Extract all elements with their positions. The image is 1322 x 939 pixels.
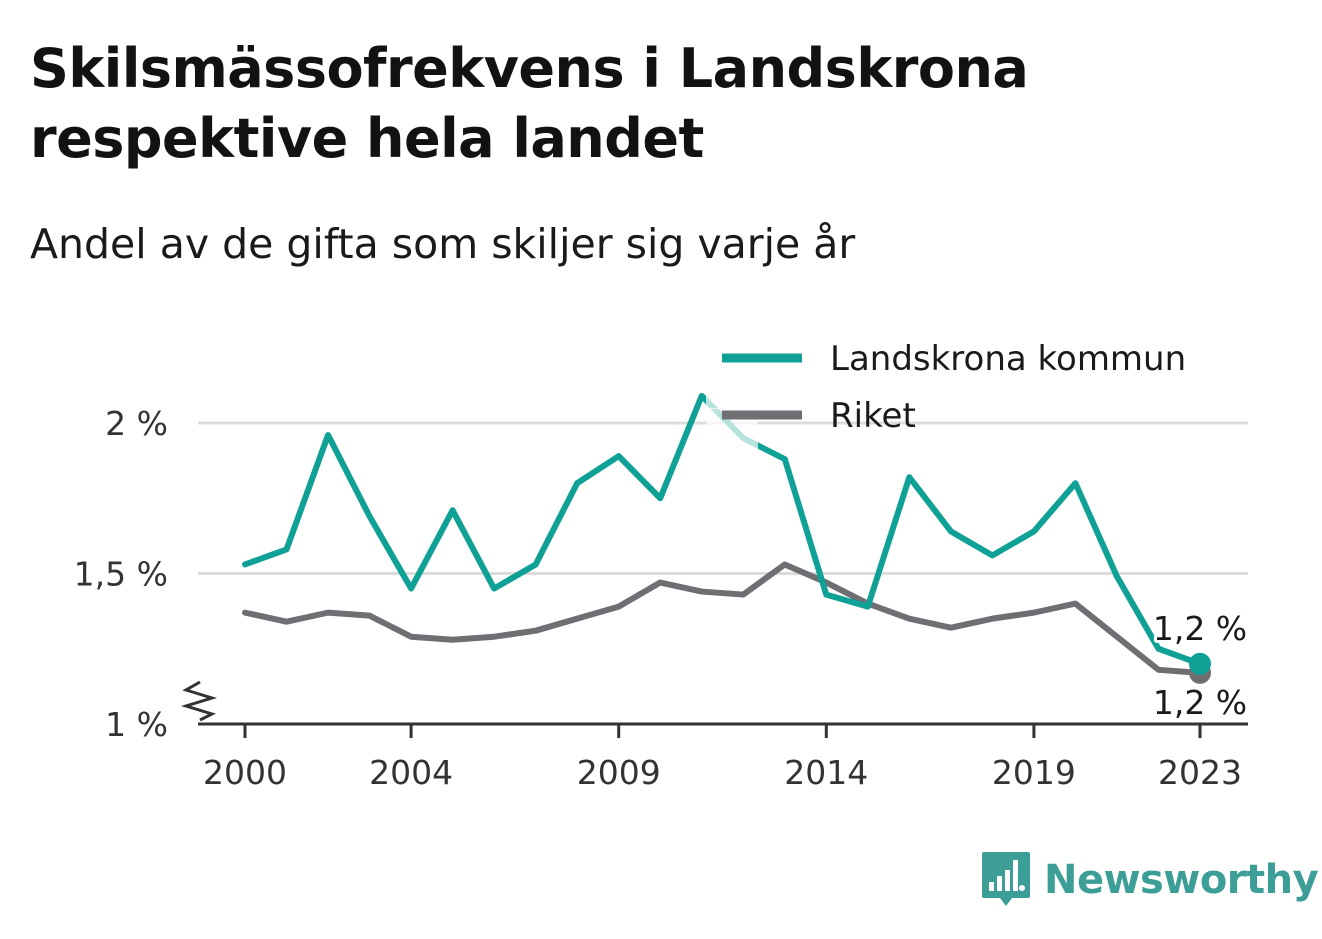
data-point [782, 561, 788, 567]
data-point [491, 634, 497, 640]
brand-name: Newsworthy [1044, 857, 1319, 903]
data-point [865, 604, 871, 610]
data-point [657, 495, 663, 501]
data-point [948, 625, 954, 631]
data-point [367, 613, 373, 619]
data-point [906, 616, 912, 622]
data-point [533, 628, 539, 634]
data-point [699, 393, 705, 399]
data-point [408, 586, 414, 592]
data-point [325, 432, 331, 438]
chart-title: Skilsmässofrekvens i Landskrona respekti… [30, 37, 1029, 170]
data-point [616, 604, 622, 610]
data-point [242, 561, 248, 567]
data-point [782, 456, 788, 462]
end-labels: 1,2 % 1,2 % [1150, 606, 1250, 725]
series-line [242, 561, 1203, 676]
x-tick-label: 2019 [992, 753, 1076, 792]
end-value-label: 1,2 % [1153, 683, 1247, 722]
data-point [1072, 601, 1078, 607]
data-point [408, 634, 414, 640]
data-point [450, 507, 456, 513]
chart-subtitle: Andel av de gifta som skiljer sig varje … [30, 220, 856, 268]
axis-break-icon [180, 680, 218, 722]
legend-label: Landskrona kommun [830, 339, 1186, 379]
end-value-label: 1,2 % [1153, 609, 1247, 648]
x-tick-label: 2000 [203, 753, 287, 792]
data-point [242, 610, 248, 616]
data-point [906, 474, 912, 480]
legend: Landskrona kommun Riket [706, 339, 1186, 466]
data-point [284, 619, 290, 625]
data-point [1114, 634, 1120, 640]
data-point [699, 589, 705, 595]
data-point [1114, 574, 1120, 580]
data-point [616, 453, 622, 459]
data-point [989, 552, 995, 558]
data-point [533, 561, 539, 567]
data-point [284, 546, 290, 552]
end-point-marker [1189, 652, 1211, 675]
newsworthy-logo: Newsworthy [980, 850, 1319, 910]
y-tick-label: 1,5 % [74, 555, 168, 594]
x-tick-label: 2004 [369, 753, 453, 792]
x-axis: 2000 2004 2009 2014 2019 2023 [180, 680, 1248, 792]
data-point [1031, 610, 1037, 616]
y-tick-label: 2 % [105, 404, 168, 443]
data-point [1155, 667, 1161, 673]
data-point [1072, 480, 1078, 486]
x-tick-label: 2023 [1158, 753, 1242, 792]
bar-chart-speech-bubble-icon [982, 852, 1030, 906]
legend-label: Riket [830, 396, 916, 436]
data-point [574, 616, 580, 622]
data-point [823, 592, 829, 598]
data-point [657, 580, 663, 586]
data-point [989, 616, 995, 622]
data-point [948, 528, 954, 534]
data-point [491, 586, 497, 592]
data-point [450, 637, 456, 643]
data-point [740, 592, 746, 598]
x-tick-label: 2014 [784, 753, 868, 792]
x-tick-label: 2009 [577, 753, 661, 792]
y-axis: 1 % 1,5 % 2 % [74, 404, 168, 744]
y-tick-label: 1 % [105, 705, 168, 744]
data-point [574, 480, 580, 486]
data-point [367, 513, 373, 519]
data-point [1031, 528, 1037, 534]
data-point [325, 610, 331, 616]
